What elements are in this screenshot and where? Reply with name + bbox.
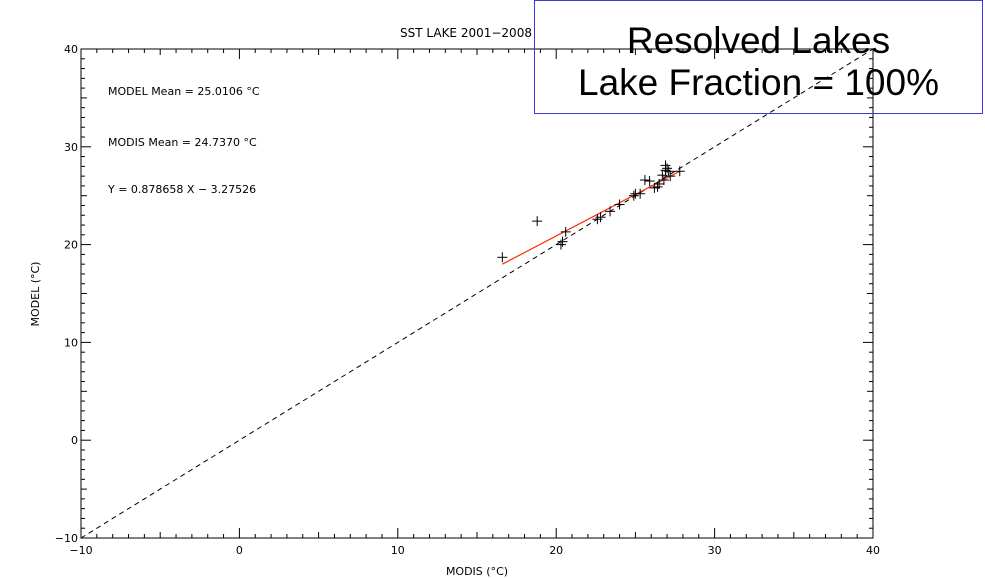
- x-tick-label: −10: [69, 544, 92, 557]
- x-tick-label: 0: [236, 544, 243, 557]
- data-point: [614, 199, 625, 210]
- x-axis-label: MODIS (°C): [446, 565, 508, 578]
- plot-content: [80, 48, 874, 539]
- axis-tick-labels: −10 0 10 20 30 40 −10 0 10 20 30 40: [55, 43, 880, 557]
- data-point: [663, 166, 674, 177]
- callout-title: Resolved Lakes: [626, 20, 891, 61]
- data-point: [644, 176, 655, 187]
- axis-ticks: [80, 48, 874, 539]
- y-tick-label: −10: [55, 532, 78, 545]
- annotation-model-mean: MODEL Mean = 25.0106 °C: [108, 85, 260, 98]
- y-tick-label: 0: [71, 434, 78, 447]
- data-point: [497, 252, 508, 263]
- regression-fit-line: [502, 170, 681, 265]
- data-point: [665, 171, 676, 182]
- data-point: [628, 190, 639, 201]
- x-tick-label: 30: [708, 544, 722, 557]
- data-point: [654, 178, 665, 189]
- y-axis-label: MODEL (°C): [29, 262, 42, 327]
- y-tick-label: 10: [64, 336, 78, 349]
- callout-lake-fraction: Lake Fraction = 100%: [578, 62, 939, 103]
- annotation-regression: Y = 0.878658 X − 3.27526: [107, 183, 256, 196]
- y-tick-label: 20: [64, 239, 78, 252]
- data-point: [639, 175, 650, 186]
- y-tick-label: 40: [64, 43, 78, 56]
- data-point: [560, 226, 571, 237]
- data-point: [557, 236, 568, 247]
- x-tick-label: 20: [549, 544, 563, 557]
- data-point: [532, 216, 543, 227]
- data-point: [555, 239, 566, 250]
- data-point: [658, 175, 669, 186]
- data-point: [635, 188, 646, 199]
- annotation-modis-mean: MODIS Mean = 24.7370 °C: [108, 136, 257, 149]
- y-tick-label: 30: [64, 141, 78, 154]
- one-to-one-line: [80, 48, 874, 539]
- data-point: [605, 206, 616, 217]
- chart-title: SST LAKE 2001−2008: [400, 26, 532, 40]
- x-tick-label: 40: [866, 544, 880, 557]
- x-tick-label: 10: [391, 544, 405, 557]
- data-point: [595, 212, 606, 223]
- data-point: [674, 166, 685, 177]
- resolved-lakes-callout: Resolved Lakes Lake Fraction = 100%: [534, 0, 983, 114]
